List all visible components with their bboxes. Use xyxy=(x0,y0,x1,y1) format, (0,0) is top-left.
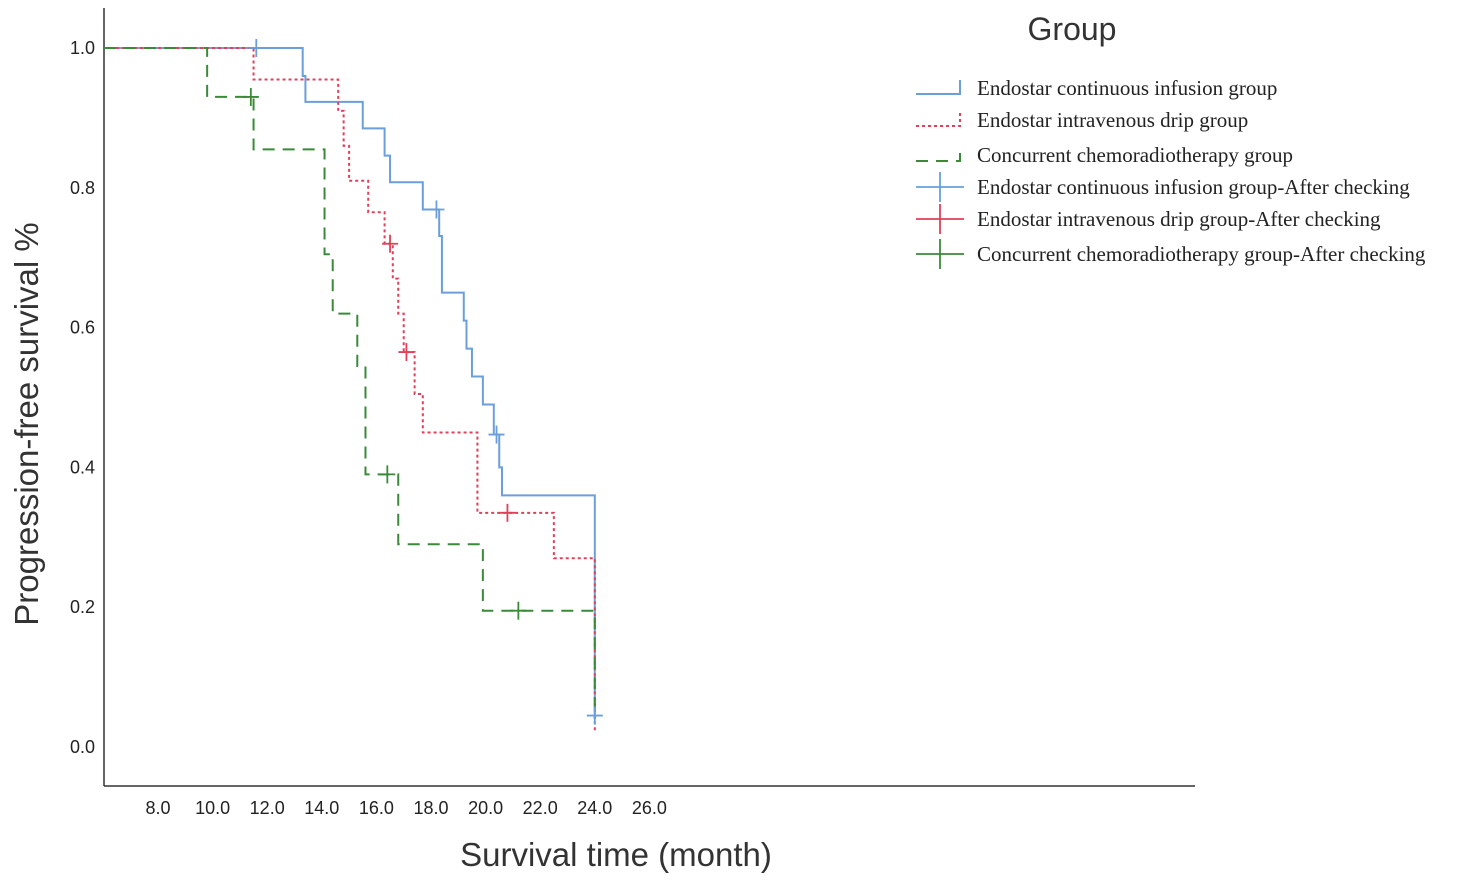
legend-label: Concurrent chemoradiotherapy group-After… xyxy=(977,242,1426,266)
censor-mark-1 xyxy=(586,706,603,725)
y-tick-label: 0.2 xyxy=(70,597,95,617)
x-tick-labels: 8.0 10.0 12.0 14.0 16.0 18.0 20.0 22.0 24.0 26.0 xyxy=(145,798,666,818)
legend-label: Endostar continuous infusion group xyxy=(977,76,1277,100)
censor-mark-1 xyxy=(248,39,265,57)
legend-item: Endostar intravenous drip group-After ch… xyxy=(916,204,1381,234)
x-tick-label: 8.0 xyxy=(145,798,170,818)
legend-item: Endostar intravenous drip group xyxy=(916,108,1248,132)
censor-mark-3 xyxy=(510,601,527,620)
legend-swatch xyxy=(916,204,964,234)
y-tick-label: 0.8 xyxy=(70,178,95,198)
x-tick-label: 16.0 xyxy=(359,798,394,818)
x-tick-label: 12.0 xyxy=(250,798,285,818)
y-tick-labels: 0.0 0.2 0.4 0.6 0.8 1.0 xyxy=(70,38,95,757)
legend-items: Endostar continuous infusion group Endost… xyxy=(916,76,1426,269)
legend-item: Concurrent chemoradiotherapy group xyxy=(916,143,1293,167)
censor-mark-2 xyxy=(398,343,415,362)
legend-title: Group xyxy=(1028,11,1117,47)
legend-swatch xyxy=(916,147,961,162)
y-tick-label: 0.0 xyxy=(70,737,95,757)
legend-swatch xyxy=(916,172,964,202)
x-tick-label: 22.0 xyxy=(523,798,558,818)
legend-item: Concurrent chemoradiotherapy group-After… xyxy=(916,239,1426,269)
censor-mark-1 xyxy=(428,200,445,219)
x-tick-label: 20.0 xyxy=(468,798,503,818)
legend-item: Endostar continuous infusion group xyxy=(916,76,1277,100)
x-tick-label: 14.0 xyxy=(304,798,339,818)
legend-swatch xyxy=(916,112,961,127)
x-tick-label: 26.0 xyxy=(632,798,667,818)
legend-item: Endostar continuous infusion group-After… xyxy=(916,172,1410,202)
series-line-3 xyxy=(104,47,596,720)
censor-mark-3 xyxy=(379,465,396,484)
x-tick-label: 24.0 xyxy=(577,798,612,818)
x-tick-label: 18.0 xyxy=(413,798,448,818)
legend: Group Endostar continuous infusion group… xyxy=(916,11,1426,269)
y-tick-label: 0.4 xyxy=(70,457,95,477)
legend-label: Endostar continuous infusion group-After… xyxy=(977,175,1410,199)
censor-mark-2 xyxy=(499,503,516,522)
legend-label: Endostar intravenous drip group xyxy=(977,108,1248,132)
y-tick-label: 0.6 xyxy=(70,318,95,338)
legend-swatch xyxy=(916,80,961,95)
survival-curves xyxy=(104,47,596,734)
censor-marks xyxy=(242,39,603,725)
y-axis-title: Progression-free survival % xyxy=(8,222,45,625)
legend-label: Endostar intravenous drip group-After ch… xyxy=(977,207,1381,231)
series-line-1 xyxy=(104,47,596,720)
legend-swatch xyxy=(916,239,964,269)
series-line-2 xyxy=(104,47,596,734)
censor-mark-2 xyxy=(382,234,399,253)
x-axis-title: Survival time (month) xyxy=(460,836,772,873)
y-tick-label: 1.0 xyxy=(70,38,95,58)
x-tick-label: 10.0 xyxy=(195,798,230,818)
censor-mark-3 xyxy=(242,87,259,106)
censor-mark-1 xyxy=(488,425,505,444)
legend-label: Concurrent chemoradiotherapy group xyxy=(977,143,1293,167)
